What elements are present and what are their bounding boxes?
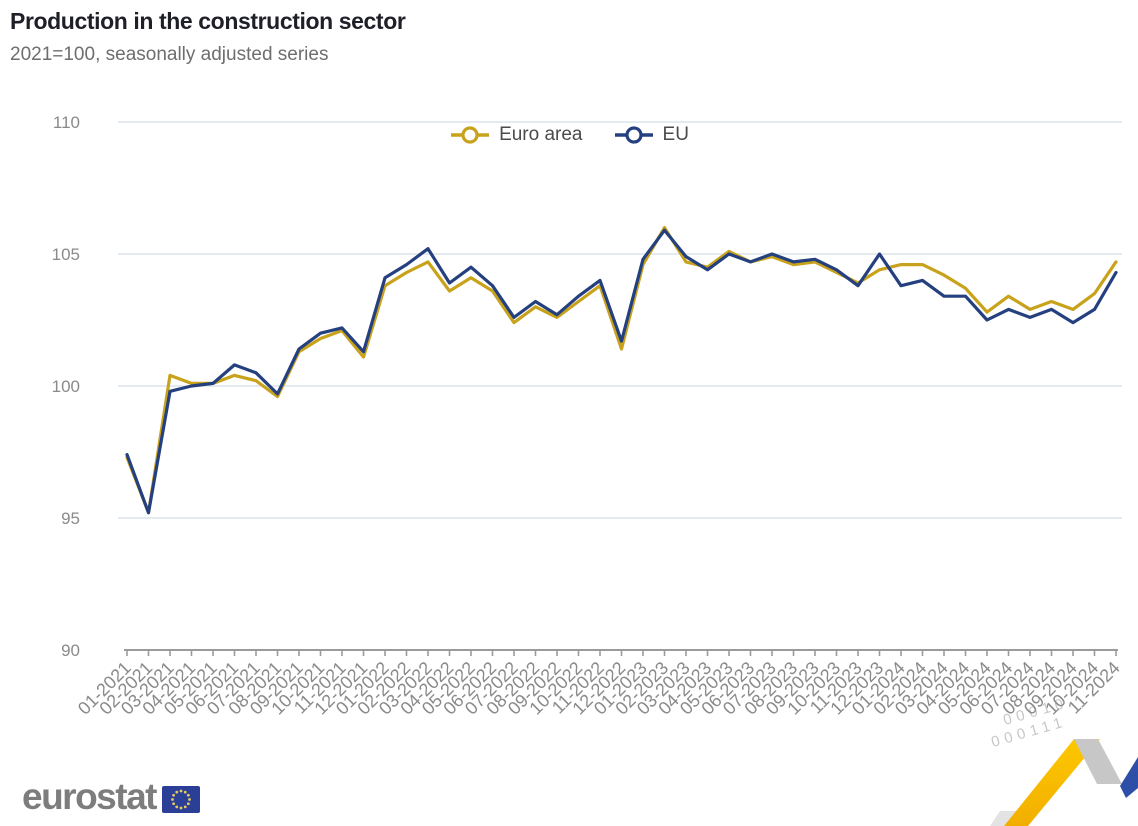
ribbon-yellow-band [1004, 739, 1100, 826]
legend-label-euro-area: Euro area [499, 124, 583, 145]
ribbon-decoration [990, 739, 1138, 826]
flag-star [171, 797, 174, 801]
flag-star [172, 801, 176, 805]
y-tick-label: 105 [52, 245, 80, 264]
y-tick-label: 110 [53, 113, 80, 132]
flag-star [186, 801, 190, 805]
flag-star [183, 804, 187, 808]
legend-item-eu: EU [613, 124, 689, 146]
flag-star [172, 793, 176, 797]
series-line-euro-area [125, 226, 1118, 515]
eurostat-logo: eurostat [22, 776, 200, 818]
flag-star [183, 790, 187, 794]
ribbon-blue-band [1120, 757, 1138, 798]
flag-star [179, 789, 183, 792]
y-tick-label: 95 [61, 509, 80, 528]
euro-area-marker-icon [451, 126, 490, 144]
series-line-eu [125, 228, 1118, 515]
y-tick-label: 90 [61, 641, 80, 660]
eu-marker-icon [614, 126, 653, 144]
legend: Euro area EU [0, 124, 1138, 146]
flag-background [161, 785, 200, 813]
eu-flag-icon [161, 785, 200, 813]
flag-star [175, 804, 179, 808]
chart-subtitle: 2021=100, seasonally adjusted series [10, 44, 329, 65]
ribbon-gray-fold [1074, 739, 1122, 784]
flag-star [186, 793, 190, 797]
ribbon-tail-gray [990, 811, 1018, 826]
y-tick-label: 100 [52, 377, 80, 396]
flag-star [179, 806, 183, 809]
legend-label-eu: EU [662, 124, 689, 145]
chart-title: Production in the construction sector [10, 8, 406, 34]
flag-star [188, 797, 191, 801]
legend-item-euro-area: Euro area [449, 124, 583, 146]
eurostat-wordmark: eurostat [22, 776, 157, 817]
flag-star [175, 790, 179, 794]
